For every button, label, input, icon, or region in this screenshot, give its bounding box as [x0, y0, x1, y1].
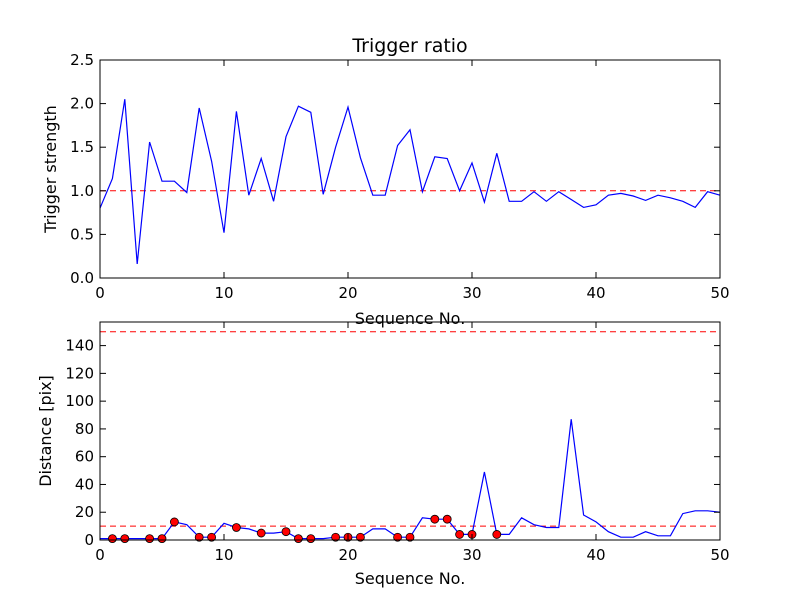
- plot-marks: [99, 99, 721, 265]
- y-tick-label: 0.0: [70, 269, 94, 287]
- scatter-point: [405, 532, 415, 542]
- y-tick-label: 2.0: [70, 95, 94, 113]
- y-tick-label: 0: [84, 531, 94, 549]
- scatter-point: [430, 514, 440, 524]
- x-tick-label: 40: [586, 284, 605, 302]
- x-tick-label: 50: [710, 284, 729, 302]
- plot-ticks: 0 10 20 30 40 50 0 20 40 60 80 100 120 140: [65, 322, 730, 564]
- distance-plot: 0 10 20 30 40 50 0 20 40 60 80 100 120 140 Sequence N…: [36, 321, 730, 588]
- scatter-point: [207, 532, 217, 542]
- scatter-point: [169, 517, 179, 527]
- x-tick-label: 10: [214, 284, 233, 302]
- x-axis-label: Sequence No.: [355, 569, 466, 588]
- y-tick-label: 120: [65, 364, 94, 382]
- x-tick-label: 30: [462, 284, 481, 302]
- y-tick-label: 100: [65, 392, 94, 410]
- plot-frame: [99, 321, 721, 541]
- y-tick-label: 1.0: [70, 182, 94, 200]
- scatter-point: [145, 534, 155, 544]
- y-tick-label: 40: [75, 475, 94, 493]
- scatter-point: [355, 532, 365, 542]
- y-tick-label: 140: [65, 337, 94, 355]
- y-tick-label: 80: [75, 420, 94, 438]
- x-tick-label: 40: [586, 546, 605, 564]
- x-tick-label: 20: [338, 546, 357, 564]
- x-tick-label: 0: [95, 284, 105, 302]
- plot-marks: [100, 331, 721, 544]
- x-tick-label: 50: [710, 546, 729, 564]
- scatter-point: [194, 532, 204, 542]
- y-tick-label: 20: [75, 503, 94, 521]
- y-tick-label: 60: [75, 448, 94, 466]
- scatter-point: [455, 530, 465, 539]
- scatter-point: [281, 527, 291, 537]
- x-tick-label: 20: [338, 284, 357, 302]
- scatter-point: [393, 532, 403, 542]
- scatter-point: [293, 534, 303, 544]
- plot-frame: [99, 59, 721, 279]
- scatter-point: [120, 534, 130, 544]
- scatter-point: [231, 523, 241, 532]
- x-tick-label: 10: [214, 546, 233, 564]
- y-axis-label: Distance [pix]: [36, 375, 55, 487]
- scatter-point: [492, 530, 502, 539]
- y-axis-label: Trigger strength: [41, 105, 60, 234]
- y-tick-label: 0.5: [70, 225, 94, 243]
- y-tick-label: 2.5: [70, 51, 94, 69]
- trigger-ratio-plot: Trigger ratio 0 10 20 30 40 50 0.0 0.5 1.0 1.5 2.0…: [41, 35, 730, 328]
- x-axis-label: Sequence No.: [355, 309, 466, 328]
- scatter-point: [442, 514, 452, 524]
- scatter-point: [157, 534, 167, 544]
- x-tick-label: 30: [462, 546, 481, 564]
- scatter-point: [331, 532, 341, 542]
- plot-ticks: 0 10 20 30 40 50 0.0 0.5 1.0 1.5 2.0 2.5: [70, 51, 729, 302]
- y-tick-label: 1.5: [70, 138, 94, 156]
- scatter-point: [256, 528, 266, 538]
- scatter-point: [306, 534, 316, 544]
- x-tick-label: 0: [95, 546, 105, 564]
- scatter-point: [108, 534, 117, 544]
- series-line: [99, 99, 721, 265]
- plot-title: Trigger ratio: [351, 35, 467, 57]
